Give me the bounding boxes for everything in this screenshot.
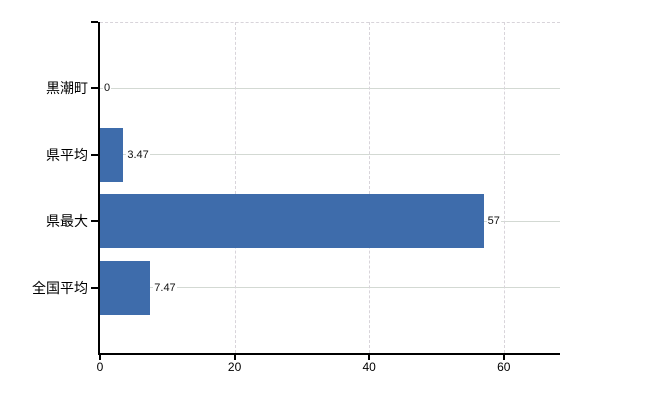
y-tick <box>91 286 98 289</box>
bar <box>100 260 151 315</box>
y-tick <box>91 21 98 23</box>
category-label: 県最大 <box>46 213 88 230</box>
bar-value-label: 57 <box>486 214 501 229</box>
y-axis-line <box>98 22 100 355</box>
x-tick-label: 40 <box>362 360 376 374</box>
category-label: 全国平均 <box>32 279 88 296</box>
y-tick <box>91 220 98 223</box>
y-tick <box>91 153 98 156</box>
bar-value-label: 3.47 <box>126 147 150 162</box>
y-tick <box>91 87 98 90</box>
bar <box>100 127 124 182</box>
x-tick-label: 20 <box>227 360 242 374</box>
v-gridline <box>503 22 505 353</box>
x-tick-label: 0 <box>96 360 104 374</box>
x-tick <box>99 355 101 360</box>
h-gridline <box>100 154 560 156</box>
bar-value-label: 0 <box>103 81 112 96</box>
h-gridline <box>100 287 560 289</box>
x-tick <box>502 355 505 360</box>
bar <box>100 194 484 249</box>
x-tick <box>368 355 371 360</box>
category-label: 県平均 <box>46 146 88 163</box>
v-gridline <box>234 22 236 353</box>
h-gridline <box>100 87 560 89</box>
x-axis-line <box>98 353 560 355</box>
bar-value-label: 7.47 <box>153 280 177 295</box>
x-tick <box>233 355 236 360</box>
category-label: 黒潮町 <box>46 80 88 97</box>
x-tick-label: 60 <box>497 360 511 374</box>
v-gridline <box>369 22 371 353</box>
plot-top-border <box>100 22 560 23</box>
